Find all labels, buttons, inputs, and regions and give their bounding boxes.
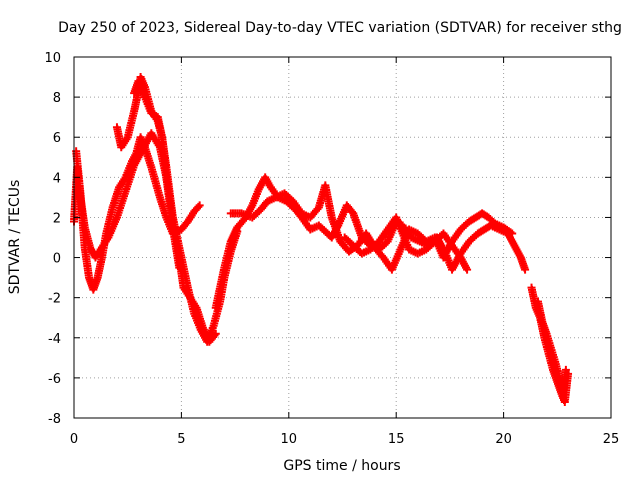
y-tick-label: -6: [48, 372, 61, 387]
data-point: [211, 329, 220, 338]
chart-title: Day 250 of 2023, Sidereal Day-to-day VTE…: [58, 20, 622, 36]
y-tick-label: 10: [44, 51, 61, 66]
y-tick-label: 4: [53, 171, 61, 186]
y-tick-label: -4: [48, 332, 61, 347]
series-sat-a: [70, 129, 242, 346]
plot-frame: [73, 56, 612, 419]
series-sat-i: [533, 297, 570, 394]
x-tick-label: 25: [603, 432, 620, 447]
x-tick-label: 5: [177, 432, 185, 447]
data-marks: [70, 73, 573, 406]
y-tick-label: -2: [48, 292, 61, 307]
data-point: [561, 365, 570, 374]
y-tick-label: 0: [53, 252, 61, 267]
data-point: [175, 263, 184, 272]
x-tick-label: 20: [495, 432, 512, 447]
y-axis-label: SDTVAR / TECUs: [7, 180, 23, 295]
data-point: [508, 229, 517, 238]
x-tick-label: 0: [70, 432, 78, 447]
data-point-fill: [194, 202, 203, 211]
series-sat-d: [130, 77, 184, 272]
x-axis-label: GPS time / hours: [283, 458, 400, 474]
y-tick-label: 8: [53, 91, 61, 106]
series-sat-g: [340, 213, 472, 274]
data-point: [195, 201, 204, 210]
y-tick-label: 2: [53, 211, 61, 226]
y-tick-label: -8: [48, 412, 61, 427]
data-point-fill: [210, 331, 219, 340]
axis-ticks: 0 5 10 15 20 25 -8 -6 -4 -2 0 2 4 6 8 10: [44, 51, 619, 447]
series-sat-f: [226, 181, 517, 274]
x-tick-label: 10: [281, 432, 298, 447]
series-sat-b: [72, 133, 204, 294]
data-point: [463, 265, 472, 274]
y-tick-label: 6: [53, 131, 61, 146]
data-point: [521, 265, 530, 274]
x-tick-label: 15: [388, 432, 405, 447]
